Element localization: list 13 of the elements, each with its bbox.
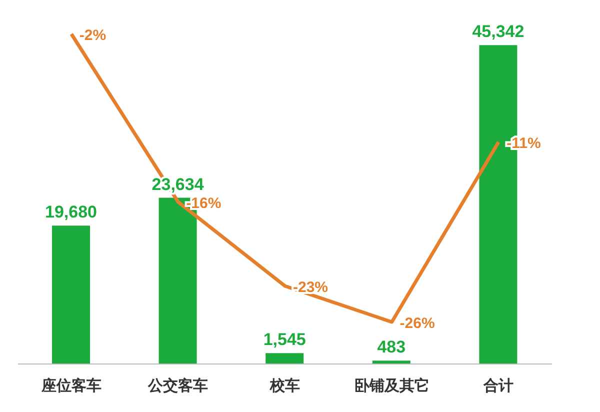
data-label: 19,680 xyxy=(45,202,97,222)
data-label: 45,342 xyxy=(472,22,524,42)
bar xyxy=(266,353,304,364)
data-label: 1,545 xyxy=(263,330,306,350)
data-label: 483 xyxy=(377,338,406,357)
x-tick-label: 卧铺及其它 xyxy=(354,376,430,395)
x-tick-label: 座位客车 xyxy=(40,376,102,395)
x-tick-label: 校车 xyxy=(269,376,300,395)
x-tick-label: 公交客车 xyxy=(147,376,208,395)
data-label: -2% xyxy=(79,26,106,44)
bar xyxy=(52,226,90,364)
data-label: -26% xyxy=(400,314,435,332)
x-tick-label: 合计 xyxy=(482,376,514,395)
